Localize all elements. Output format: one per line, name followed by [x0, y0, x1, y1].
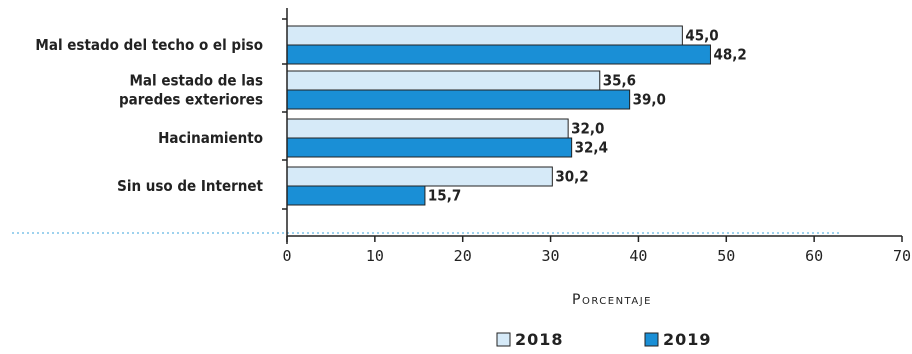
category-labels: Mal estado del techo o el piso Mal estado…: [35, 36, 263, 195]
data-label-2019-2: 32,4: [575, 139, 608, 157]
x-tick-label-50: 50: [717, 247, 735, 265]
bar-2019-2: [286, 137, 573, 158]
category-label-0: Mal estado del techo o el piso: [35, 36, 263, 54]
x-tick-label-60: 60: [805, 247, 823, 265]
legend-swatch-2019: [644, 332, 659, 347]
bar-2018-1: [286, 70, 601, 91]
x-tick-label-0: 0: [282, 247, 291, 265]
x-tick-label-40: 40: [629, 247, 647, 265]
data-label-2019-3: 15,7: [428, 187, 461, 205]
x-tick-label-10: 10: [366, 247, 384, 265]
category-label-1: Mal estado de las: [130, 72, 264, 90]
legend-label-2019: 2019: [663, 330, 712, 349]
bar-2018-3: [286, 166, 553, 187]
category-label-2: Hacinamiento: [158, 129, 263, 147]
data-label-2018-0: 45,0: [685, 27, 718, 45]
category-label-1: paredes exteriores: [119, 91, 263, 109]
data-label-2018-2: 32,0: [571, 120, 604, 138]
data-label-2018-3: 30,2: [555, 168, 588, 186]
category-label-3: Sin uso de Internet: [117, 177, 263, 195]
legend: 2018 2019: [496, 330, 712, 349]
bar-2018-2: [286, 118, 569, 139]
x-tick-label-70: 70: [893, 247, 911, 265]
bar-2019-0: [286, 44, 711, 65]
x-axis-label: Porcentaje: [572, 292, 652, 308]
x-tick-label-20: 20: [454, 247, 472, 265]
bar-2019-1: [286, 89, 631, 110]
data-label-2019-0: 48,2: [713, 46, 746, 64]
legend-swatch-2018: [496, 332, 511, 347]
bar-group: 45,048,2 35,639,0 32,032,4 30,2 15,7: [286, 25, 747, 206]
data-label-2018-1: 35,6: [603, 72, 636, 90]
bar-2018-0: [286, 25, 683, 46]
x-tick-label-30: 30: [542, 247, 560, 265]
legend-label-2018: 2018: [515, 330, 564, 349]
axes: 0 10 20 30 40 50 60 70: [282, 8, 911, 265]
data-label-2019-1: 39,0: [633, 91, 666, 109]
bar-2019-3: [286, 185, 426, 206]
